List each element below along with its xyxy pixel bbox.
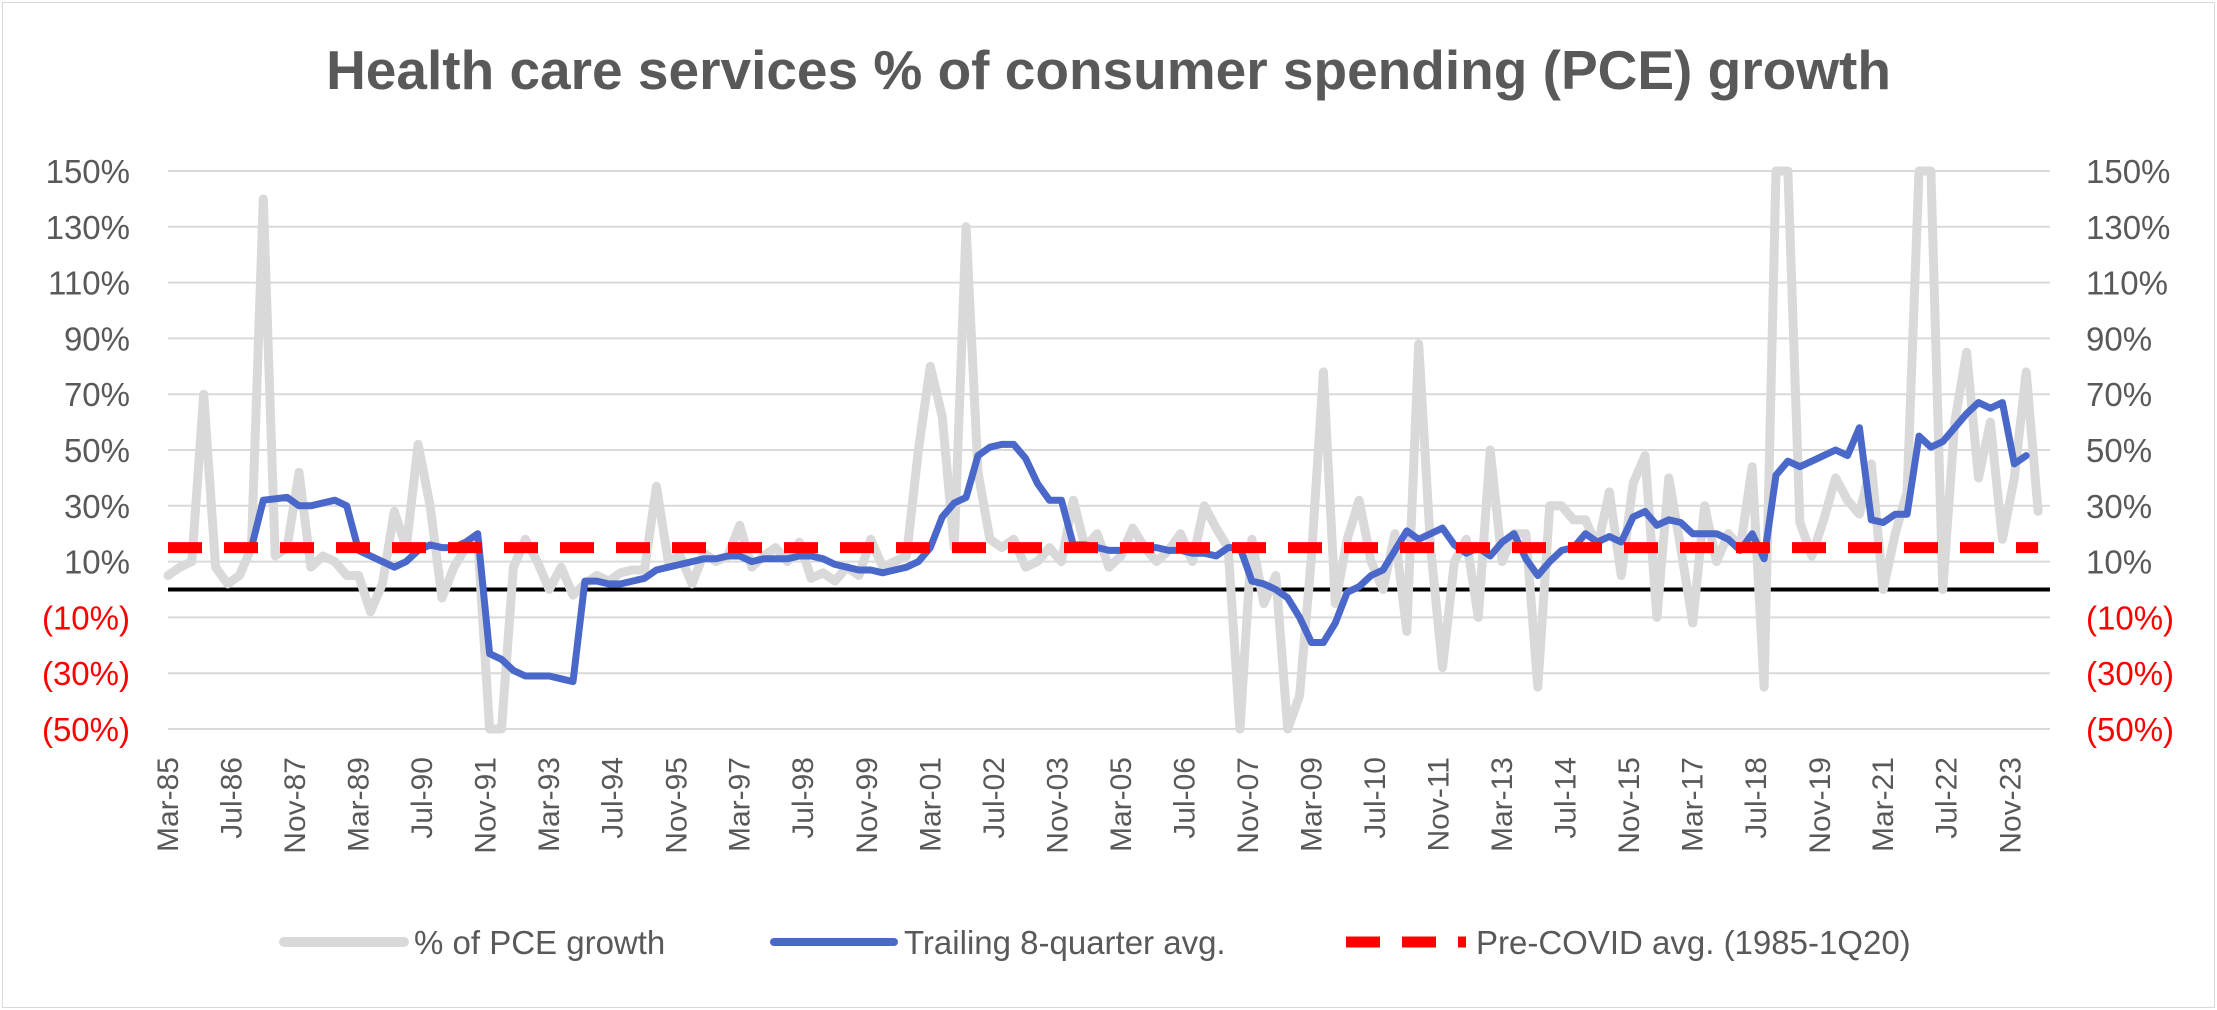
y-tick-label-right: (30%): [2086, 655, 2174, 692]
y-tick-label-right: 70%: [2086, 376, 2152, 413]
y-tick-label-left: (30%): [42, 655, 130, 692]
x-tick-label: Jul-90: [406, 757, 439, 839]
x-tick-label: Jul-18: [1740, 757, 1773, 839]
chart-title: Health care services % of consumer spend…: [326, 39, 1891, 101]
y-tick-label-left: 10%: [64, 544, 130, 581]
y-tick-label-right: (50%): [2086, 711, 2174, 748]
y-tick-label-left: 150%: [46, 153, 130, 190]
y-tick-label-left: (10%): [42, 599, 130, 636]
y-tick-label-right: 10%: [2086, 544, 2152, 581]
x-tick-label: Nov-19: [1804, 757, 1837, 854]
x-tick-label: Nov-03: [1041, 757, 1074, 854]
y-tick-label-right: 50%: [2086, 432, 2152, 469]
x-tick-label: Nov-11: [1423, 757, 1456, 851]
y-tick-label-left: 110%: [48, 265, 130, 302]
y-tick-label-right: (10%): [2086, 599, 2174, 636]
x-tick-label: Nov-95: [660, 757, 693, 854]
x-tick-label: Mar-01: [914, 757, 947, 852]
series-lines: [163, 166, 2043, 734]
x-tick-label: Nov-15: [1613, 757, 1646, 854]
x-tick-label: Mar-85: [152, 757, 185, 852]
x-tick-label: Jul-94: [597, 757, 630, 839]
x-tick-label: Mar-09: [1295, 757, 1328, 852]
x-tick-label: Jul-10: [1359, 757, 1392, 839]
x-tick-label: Mar-89: [343, 757, 376, 852]
x-tick-label: Jul-86: [215, 757, 248, 839]
x-axis: Mar-85 Jul-86 Nov-87 Mar-89 Jul-90 Nov-91 Mar-…: [152, 757, 2027, 854]
x-tick-label: Jul-06: [1168, 757, 1201, 839]
y-tick-label-right: 130%: [2086, 209, 2170, 246]
x-tick-label: Nov-07: [1232, 757, 1265, 854]
x-tick-label: Nov-91: [470, 757, 503, 854]
y-tick-label-right: 30%: [2086, 488, 2152, 525]
x-tick-label: Mar-93: [533, 757, 566, 852]
x-tick-label: Mar-05: [1105, 757, 1138, 852]
y-tick-label-left: 30%: [64, 488, 130, 525]
y-tick-label-left: 70%: [64, 376, 130, 413]
legend-label: Pre-COVID avg. (1985-1Q20): [1476, 924, 1911, 961]
x-tick-label: Mar-17: [1677, 757, 1710, 852]
x-tick-label: Jul-22: [1931, 757, 1964, 839]
x-tick-label: Jul-02: [978, 757, 1011, 839]
x-tick-label: Jul-14: [1550, 757, 1583, 839]
y-tick-label-left: 50%: [64, 432, 130, 469]
y-tick-label-right: 150%: [2086, 153, 2170, 190]
legend: % of PCE growth Trailing 8-quarter avg. Pr…: [279, 924, 1911, 961]
y-tick-label-left: (50%): [42, 711, 130, 748]
x-tick-label: Mar-97: [724, 757, 757, 852]
y-axis-right: 150% 130% 110% 90% 70% 50% 30% 10% (10%) (30%) (50…: [2086, 153, 2174, 748]
y-tick-label-left: 90%: [64, 320, 130, 357]
x-tick-label: Mar-13: [1486, 757, 1519, 852]
x-tick-label: Nov-23: [1994, 757, 2027, 854]
x-tick-label: Mar-21: [1867, 757, 1900, 852]
y-axis-left: 150% 130% 110% 90% 70% 50% 30% 10% (10%) (30%) (50…: [42, 153, 130, 748]
legend-label: Trailing 8-quarter avg.: [904, 924, 1226, 961]
y-tick-label-right: 90%: [2086, 320, 2152, 357]
x-tick-label: Jul-98: [787, 757, 820, 839]
y-tick-label-right: 110%: [2086, 265, 2168, 302]
legend-label: % of PCE growth: [414, 924, 665, 961]
y-tick-label-left: 130%: [46, 209, 130, 246]
x-tick-label: Nov-99: [851, 757, 884, 854]
x-tick-label: Nov-87: [279, 757, 312, 854]
